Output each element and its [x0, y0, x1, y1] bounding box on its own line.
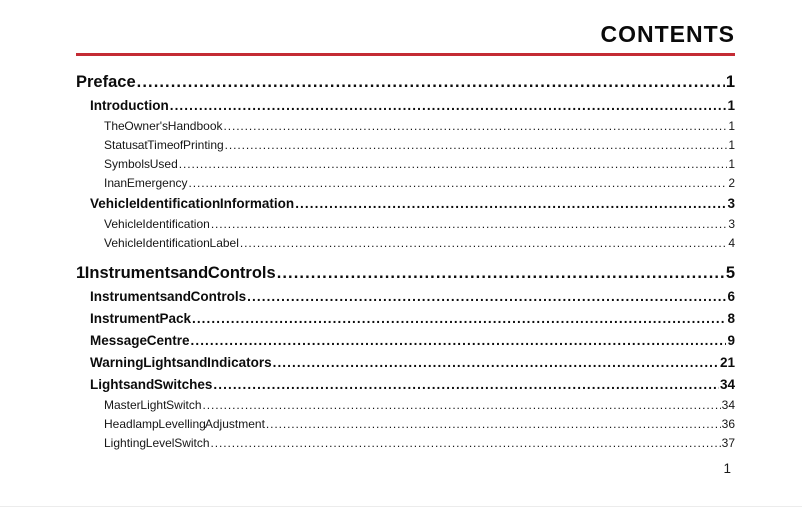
toc-leader-dots: ........................................…	[295, 196, 727, 211]
toc-entry-page: 1	[728, 119, 735, 133]
toc-entry[interactable]: Vehicle Identification Information .....…	[76, 193, 735, 215]
toc-entry-label: Warning Lights and Indicators	[90, 355, 272, 370]
toc-entry-page: 3	[727, 196, 735, 211]
toc-entry-page: 6	[727, 289, 735, 304]
toc-entry-page: 1	[725, 73, 735, 91]
toc-entry-page: 1	[728, 157, 735, 171]
page-title: CONTENTS	[600, 21, 735, 47]
toc-leader-dots: ........................................…	[247, 289, 727, 304]
toc-entry[interactable]: 1 Instruments and Controls .............…	[76, 260, 735, 286]
toc-entry-page: 8	[727, 311, 735, 326]
toc-entry-label: Lights and Switches	[90, 377, 213, 392]
toc-entry-label: Master Light Switch	[104, 398, 202, 412]
toc-entry-label: In an Emergency	[104, 176, 188, 190]
toc-leader-dots: ........................................…	[224, 138, 728, 152]
toc-leader-dots: ........................................…	[223, 119, 728, 133]
toc-entry[interactable]: Headlamp Levelling Adjustment ..........…	[76, 415, 735, 434]
toc-entry-label: Status at Time of Printing	[104, 138, 224, 152]
toc-entry-label: Vehicle Identification Label	[104, 236, 239, 250]
toc-leader-dots: ........................................…	[169, 98, 727, 113]
toc-entry[interactable]: Vehicle Identification .................…	[76, 215, 735, 234]
toc-entry[interactable]: Master Light Switch ....................…	[76, 396, 735, 415]
toc-entry[interactable]: The Owner's Handbook ...................…	[76, 117, 735, 136]
toc-entry-label: The Owner's Handbook	[104, 119, 223, 133]
toc-entry[interactable]: Warning Lights and Indicators ..........…	[76, 352, 735, 374]
toc-leader-dots: ........................................…	[191, 311, 727, 326]
toc-entry-page: 36	[721, 417, 735, 431]
toc-entry[interactable]: Lighting Level Switch ..................…	[76, 434, 735, 453]
toc-entry-page: 4	[728, 236, 735, 250]
title-rule	[76, 53, 735, 56]
toc-leader-dots: ........................................…	[276, 264, 725, 282]
toc-entry-page: 21	[719, 355, 735, 370]
toc-list: Preface ................................…	[76, 69, 735, 453]
toc-entry-page: 3	[728, 217, 735, 231]
toc-entry-label: Headlamp Levelling Adjustment	[104, 417, 265, 431]
toc-leader-dots: ........................................…	[239, 236, 727, 250]
toc-entry-label: Vehicle Identification Information	[90, 196, 295, 211]
toc-entry[interactable]: Message Centre .........................…	[76, 330, 735, 352]
toc-entry-label: Preface	[76, 73, 136, 91]
toc-entry-page: 34	[721, 398, 735, 412]
toc-entry-label: Vehicle Identification	[104, 217, 210, 231]
toc-leader-dots: ........................................…	[213, 377, 719, 392]
toc-entry-page: 2	[728, 176, 735, 190]
toc-entry-page: 37	[721, 436, 735, 450]
toc-entry[interactable]: Status at Time of Printing .............…	[76, 136, 735, 155]
toc-leader-dots: ........................................…	[210, 217, 728, 231]
footer-page-number: 1	[723, 461, 731, 476]
toc-leader-dots: ........................................…	[272, 355, 719, 370]
toc-entry[interactable]: Introduction ...........................…	[76, 95, 735, 117]
toc-entry-page: 1	[727, 98, 735, 113]
toc-entry-label: Introduction	[90, 98, 169, 113]
toc-entry[interactable]: Vehicle Identification Label ...........…	[76, 234, 735, 253]
toc-entry-page: 5	[725, 264, 735, 282]
toc-entry-label: Message Centre	[90, 333, 190, 348]
toc-leader-dots: ........................................…	[136, 73, 725, 91]
toc-entry[interactable]: Preface ................................…	[76, 69, 735, 95]
toc-entry[interactable]: Symbols Used ...........................…	[76, 155, 735, 174]
toc-entry-label: Instruments and Controls	[90, 289, 247, 304]
contents-page: CONTENTS Preface .......................…	[76, 21, 735, 453]
toc-entry-page: 9	[727, 333, 735, 348]
toc-entry[interactable]: Lights and Switches ....................…	[76, 374, 735, 396]
toc-leader-dots: ........................................…	[190, 333, 727, 348]
toc-leader-dots: ........................................…	[265, 417, 721, 431]
toc-leader-dots: ........................................…	[178, 157, 728, 171]
toc-entry[interactable]: In an Emergency ........................…	[76, 174, 735, 193]
toc-leader-dots: ........................................…	[210, 436, 721, 450]
toc-entry[interactable]: Instrument Pack ........................…	[76, 308, 735, 330]
toc-entry-page: 1	[728, 138, 735, 152]
toc-leader-dots: ........................................…	[202, 398, 721, 412]
toc-entry-label: Lighting Level Switch	[104, 436, 210, 450]
toc-entry-label: 1 Instruments and Controls	[76, 264, 276, 282]
toc-entry[interactable]: Instruments and Controls ...............…	[76, 286, 735, 308]
toc-entry-page: 34	[719, 377, 735, 392]
toc-entry-label: Instrument Pack	[90, 311, 191, 326]
toc-entry-label: Symbols Used	[104, 157, 178, 171]
toc-leader-dots: ........................................…	[188, 176, 728, 190]
